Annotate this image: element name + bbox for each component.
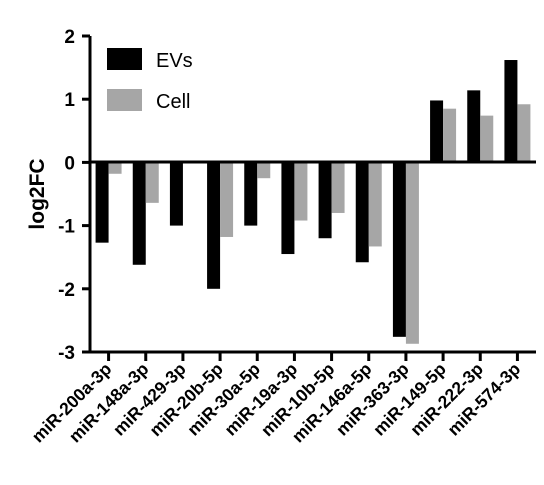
bar-cell-mir-20b-5p [220, 162, 234, 237]
bar-evs-mir-429-3p [169, 162, 183, 226]
bar-cell-mir-149-5p [443, 108, 457, 163]
y-tick-label: -1 [58, 217, 75, 238]
bar-cell-mir-148a-3p [145, 162, 159, 203]
x-ticks-group: miR-200a-3pmiR-148a-3pmiR-429-3pmiR-20b-… [28, 352, 524, 446]
bar-evs-mir-10b-5p [318, 162, 332, 239]
y-tick-label: -2 [58, 280, 75, 301]
bar-cell-mir-146a-5p [368, 162, 382, 247]
bar-cell-mir-10b-5p [331, 162, 345, 213]
bar-evs-mir-200a-3p [95, 162, 109, 243]
axes-group [88, 36, 536, 354]
bar-cell-mir-363-3p [405, 162, 419, 344]
y-ticks-group: 2 1 0 -1 -2 -3 [58, 27, 90, 364]
bar-cell-mir-574-3p [517, 104, 531, 163]
legend: EVs Cell [107, 48, 193, 113]
y-tick-label: -3 [58, 343, 75, 364]
bar-evs-mir-30a-5p [244, 162, 258, 226]
bar-evs-mir-20b-5p [207, 162, 221, 289]
y-tick-label: 2 [64, 27, 75, 48]
bar-cell-mir-30a-5p [257, 162, 271, 179]
bars-group [95, 60, 531, 344]
legend-swatch-cell [107, 89, 142, 111]
bar-cell-mir-222-3p [480, 115, 494, 163]
bar-evs-mir-146a-5p [355, 162, 369, 263]
y-tick-label: 0 [64, 153, 75, 174]
bar-evs-mir-148a-3p [132, 162, 146, 265]
y-tick-label: 1 [64, 90, 75, 111]
legend-label-evs: EVs [156, 50, 193, 72]
bar-evs-mir-222-3p [467, 90, 481, 163]
legend-label-cell: Cell [156, 91, 190, 113]
bar-evs-mir-574-3p [504, 60, 518, 163]
bar-cell-mir-200a-3p [108, 162, 122, 174]
bar-evs-mir-149-5p [430, 100, 444, 163]
legend-swatch-evs [107, 48, 142, 70]
y-axis-label: log2FC [26, 158, 49, 229]
bar-evs-mir-19a-3p [281, 162, 295, 255]
bar-evs-mir-363-3p [392, 162, 406, 337]
bar-cell-mir-19a-3p [294, 162, 308, 221]
